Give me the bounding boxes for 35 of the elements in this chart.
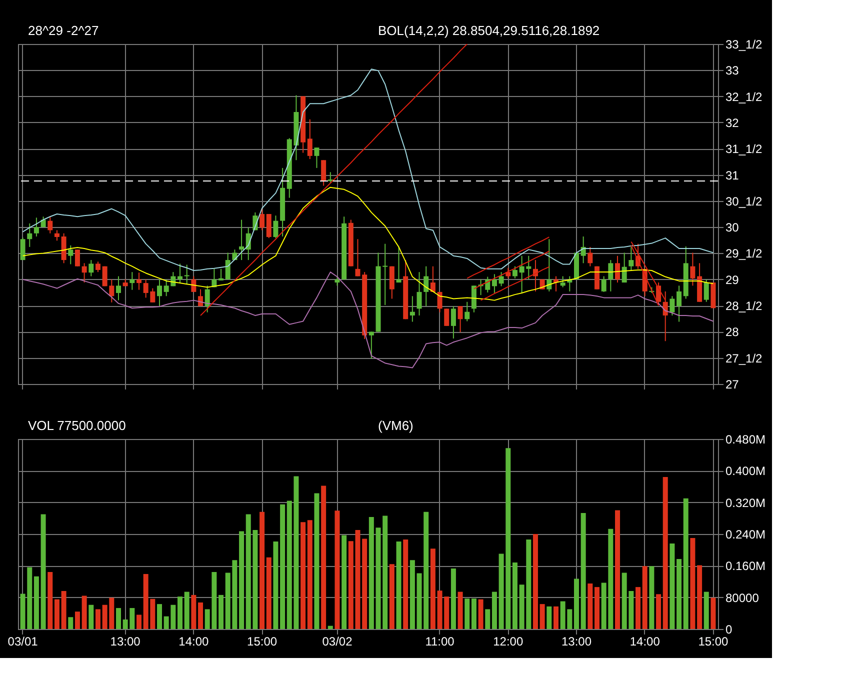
y-tick-label: 33 — [726, 64, 740, 78]
y-tick-label: 0.320M — [726, 496, 766, 510]
x-tick-label: 03/01 — [8, 634, 38, 648]
y-tick-label: 30_1/2 — [726, 194, 763, 208]
text: 28^29 -2^27 — [28, 23, 99, 38]
x-tick-label: 03/02 — [322, 634, 353, 648]
y-tick-label: 0 — [726, 622, 732, 636]
y-tick-label: 0.160M — [726, 559, 766, 574]
x-tick-label: 15:00 — [698, 634, 729, 648]
text: VOL 77500.0000 — [28, 418, 126, 433]
y-tick-label: 31_1/2 — [726, 142, 763, 156]
y-tick-label: 0.400M — [726, 464, 766, 478]
y-tick-label: 31 — [726, 168, 740, 182]
x-tick-label: 11:00 — [425, 634, 455, 648]
y-tick-label: 28 — [726, 325, 740, 340]
y-tick-label: 27_1/2 — [726, 351, 763, 366]
x-tick-label: 13:00 — [110, 634, 141, 648]
x-tick-label: 14:00 — [178, 634, 210, 648]
y-tick-label: 30 — [726, 220, 740, 235]
y-tick-label: 33_1/2 — [726, 38, 763, 52]
y-tick-label: 0.480M — [726, 432, 766, 446]
text: (VM6) — [378, 418, 414, 433]
x-tick-label: 13:00 — [561, 634, 592, 648]
y-tick-label: 29 — [726, 272, 740, 287]
y-tick-label: 29_1/2 — [726, 246, 763, 261]
y-tick-label: 80000 — [726, 590, 760, 605]
x-tick-label: 14:00 — [630, 634, 660, 648]
text: BOL(14,2,2) 28.8504,29.5116,28.1892 — [378, 23, 600, 38]
y-tick-label: 0.240M — [726, 528, 766, 542]
y-tick-label: 27 — [726, 378, 740, 392]
y-tick-label: 28_1/2 — [726, 299, 763, 314]
y-tick-label: 32 — [726, 116, 740, 130]
x-tick-label: 15:00 — [247, 634, 278, 648]
x-tick-label: 12:00 — [493, 634, 524, 648]
y-tick-label: 32_1/2 — [726, 90, 763, 104]
